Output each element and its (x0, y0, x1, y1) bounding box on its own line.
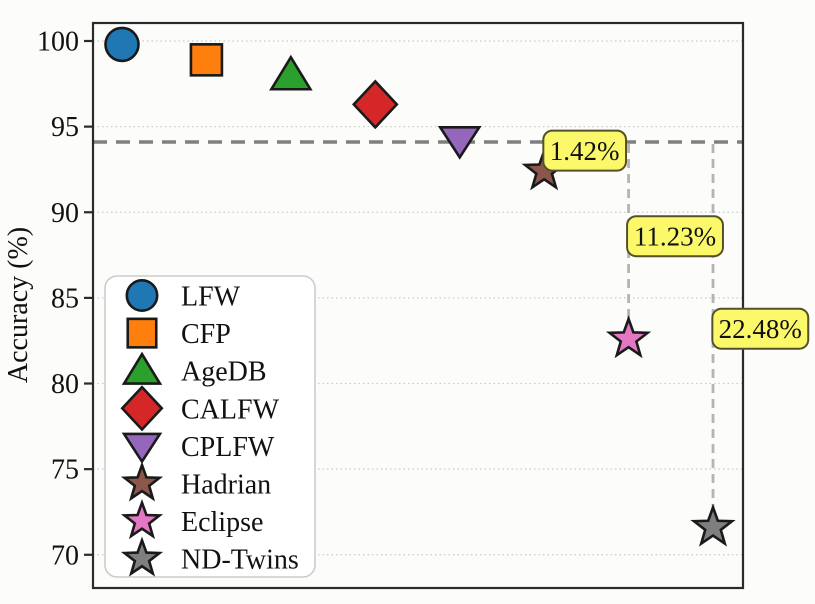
circle-legend-icon-lfw-shape (125, 279, 159, 312)
data-point-cfp (189, 43, 224, 77)
annotation-label-2: 22.48% (719, 314, 802, 344)
annotation-label-0: 1.42% (550, 136, 620, 166)
star-legend-icon-nd-twins-shape (120, 536, 164, 577)
triangle-down-legend-icon-cplfw-shape (121, 432, 163, 464)
triangle-up-legend-icon-agedb-shape (121, 351, 163, 385)
data-point-agedb-shape (269, 54, 313, 91)
legend-item-label-hadrian: Hadrian (181, 470, 271, 501)
square-legend-icon-cfp (126, 317, 158, 349)
legend-box (104, 275, 316, 578)
data-point-cfp-shape (189, 43, 224, 77)
y-tick-label-100: 100 (37, 27, 79, 58)
square-legend-icon-cfp-shape (126, 317, 158, 349)
diamond-legend-icon-calfw-shape (120, 385, 164, 432)
legend-item-hadrian: Hadrian (120, 461, 271, 502)
y-tick-label-80: 80 (51, 369, 79, 400)
data-point-nd-twins-shape (690, 503, 736, 547)
annotation-box-2 (711, 307, 810, 350)
legend-item-cfp: CFP (126, 317, 231, 350)
data-point-cplfw (437, 126, 482, 160)
star-legend-icon-eclipse-shape (120, 498, 164, 540)
legend-item-label-agedb: AgeDB (181, 357, 267, 388)
y-axis-label: Accuracy (%) (3, 227, 34, 383)
star-legend-icon-hadrian (120, 461, 164, 502)
legend-item-label-cfp: CFP (181, 319, 231, 350)
annotation-box-0 (542, 129, 628, 172)
y-tick-label-70: 70 (51, 540, 79, 571)
plot-border (91, 21, 745, 590)
data-point-calfw-shape (352, 79, 399, 130)
legend-item-label-calfw: CALFW (181, 394, 280, 425)
data-points-layer (104, 26, 736, 547)
legend-item-label-lfw: LFW (181, 282, 241, 313)
annotation-box-1 (626, 215, 724, 258)
data-point-nd-twins (690, 503, 736, 547)
y-tick-label-75: 75 (51, 455, 79, 486)
annotation-label-1: 11.23% (634, 222, 716, 252)
axes-layer: 100 95 90 85 80 75 70 (37, 21, 745, 590)
diamond-legend-icon-calfw (120, 385, 164, 432)
star-legend-icon-hadrian-shape (120, 461, 164, 502)
data-point-cplfw-shape (437, 126, 482, 160)
legend-item-lfw: LFW (125, 279, 241, 313)
data-point-eclipse (605, 315, 652, 359)
data-point-lfw (104, 26, 140, 63)
legend-item-eclipse: Eclipse (120, 498, 263, 540)
legend-item-nd-twins: ND-Twins (120, 536, 299, 577)
legend-item-calfw: CALFW (120, 385, 280, 432)
data-point-eclipse-shape (605, 315, 652, 359)
triangle-down-legend-icon-cplfw (121, 432, 163, 464)
y-tick-label-90: 90 (51, 198, 79, 229)
y-tick-label-85: 85 (51, 283, 79, 314)
data-point-calfw (352, 79, 399, 130)
y-tick-label-95: 95 (51, 112, 79, 143)
data-point-lfw-shape (104, 26, 140, 63)
legend-item-label-cplfw: CPLFW (181, 432, 275, 463)
legend-item-label-eclipse: Eclipse (181, 507, 263, 538)
star-legend-icon-nd-twins (120, 536, 164, 577)
legend-item-cplfw: CPLFW (121, 432, 275, 464)
data-point-agedb (269, 54, 313, 91)
legend: LFW CFP AgeDB CALFW CPLFW Hadrian Eclipse ND-Tw… (104, 275, 316, 578)
circle-legend-icon-lfw (125, 279, 159, 312)
triangle-up-legend-icon-agedb (121, 351, 163, 385)
legend-item-agedb: AgeDB (121, 351, 267, 388)
star-legend-icon-eclipse (120, 498, 164, 540)
annotations-layer: 1.42% 11.23% 22.48% (542, 129, 810, 350)
legend-item-label-nd-twins: ND-Twins (181, 545, 299, 576)
